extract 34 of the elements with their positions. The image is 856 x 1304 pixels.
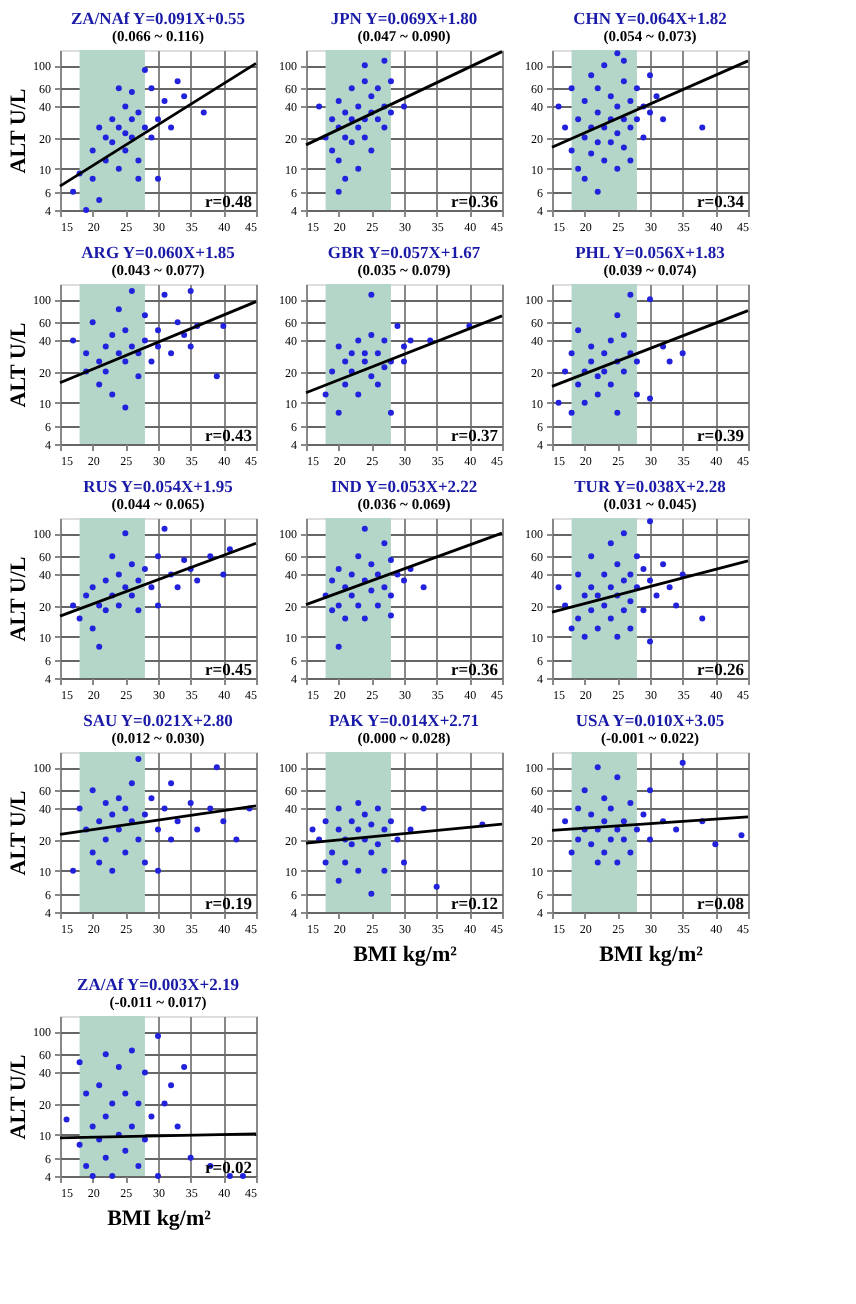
chart-title: JPN Y=0.069X+1.80 xyxy=(330,8,478,28)
x-axis-title: BMI kg/m² xyxy=(353,943,459,967)
chart-title: CHN Y=0.064X+1.82 xyxy=(573,8,727,28)
annotation: r=0.45 xyxy=(205,659,252,679)
chart-title: PAK Y=0.014X+2.71 xyxy=(328,710,480,730)
chart-title: IND Y=0.053X+2.22 xyxy=(330,476,478,496)
y-axis-title: ALT U/L xyxy=(7,1054,31,1140)
y-axis-title: ALT U/L xyxy=(7,556,31,642)
annotation: r=0.08 xyxy=(697,893,744,913)
chart-title: ZA/NAf Y=0.091X+0.55 xyxy=(70,8,246,28)
chart-title: TUR Y=0.038X+2.28 xyxy=(574,476,726,496)
annotation: r=0.43 xyxy=(205,425,252,445)
annotation: r=0.36 xyxy=(451,191,498,211)
annotation: r=0.36 xyxy=(451,659,498,679)
chart-title: GBR Y=0.057X+1.67 xyxy=(327,242,482,262)
x-axis-title: BMI kg/m² xyxy=(107,1207,213,1231)
annotation: r=0.12 xyxy=(451,893,498,913)
chart-title: PHL Y=0.056X+1.83 xyxy=(575,242,725,262)
chart-title: ZA/Af Y=0.003X+2.19 xyxy=(77,974,239,994)
annotation: r=0.02 xyxy=(205,1157,252,1177)
chart-title: ARG Y=0.060X+1.85 xyxy=(81,242,235,262)
annotation: r=0.19 xyxy=(205,893,252,913)
chart-title: RUS Y=0.054X+1.95 xyxy=(83,476,233,496)
annotation: r=0.37 xyxy=(451,425,500,445)
annotation: r=0.26 xyxy=(697,659,744,679)
chart-title: SAU Y=0.021X+2.80 xyxy=(83,710,233,730)
chart-title: USA Y=0.010X+3.05 xyxy=(575,710,725,730)
annotation: r=0.48 xyxy=(205,191,252,211)
annotation: r=0.34 xyxy=(697,191,746,211)
y-axis-title: ALT U/L xyxy=(7,88,31,174)
x-axis-title: BMI kg/m² xyxy=(599,943,705,967)
y-axis-title: ALT U/L xyxy=(7,790,31,876)
y-axis-title: ALT U/L xyxy=(7,322,31,408)
annotation: r=0.39 xyxy=(697,425,744,445)
